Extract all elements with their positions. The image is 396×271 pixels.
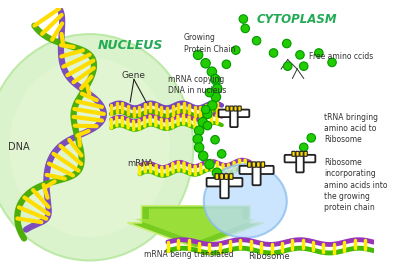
FancyBboxPatch shape — [215, 174, 219, 179]
FancyBboxPatch shape — [296, 154, 304, 172]
FancyBboxPatch shape — [304, 151, 307, 156]
FancyBboxPatch shape — [230, 109, 238, 127]
Circle shape — [198, 118, 208, 127]
Ellipse shape — [0, 34, 193, 260]
FancyBboxPatch shape — [300, 151, 303, 156]
Text: NUCLEUS: NUCLEUS — [97, 39, 163, 52]
Circle shape — [202, 105, 210, 114]
Circle shape — [208, 101, 217, 110]
Circle shape — [222, 60, 230, 69]
FancyBboxPatch shape — [240, 166, 274, 174]
FancyBboxPatch shape — [285, 155, 315, 162]
Circle shape — [241, 24, 249, 33]
Circle shape — [203, 121, 212, 130]
Circle shape — [232, 46, 240, 54]
FancyBboxPatch shape — [220, 174, 224, 179]
Circle shape — [299, 143, 308, 151]
Text: Ribosome
incorporating
amino acids into
the growing
protein chain: Ribosome incorporating amino acids into … — [324, 158, 388, 212]
FancyBboxPatch shape — [261, 162, 265, 167]
Text: mRNA copying
DNA in nucleus: mRNA copying DNA in nucleus — [168, 75, 226, 95]
Circle shape — [314, 49, 323, 57]
Circle shape — [203, 109, 212, 118]
Text: mRNA being translated: mRNA being translated — [144, 250, 234, 259]
Text: CYTOPLASM: CYTOPLASM — [257, 12, 337, 25]
Text: Growing
Protein Chain: Growing Protein Chain — [184, 34, 236, 54]
Ellipse shape — [204, 164, 287, 238]
Circle shape — [212, 168, 222, 178]
Circle shape — [252, 37, 261, 45]
Circle shape — [284, 62, 292, 70]
FancyBboxPatch shape — [225, 174, 228, 179]
Text: Free amino ccids: Free amino ccids — [309, 52, 374, 61]
Circle shape — [328, 58, 336, 67]
Circle shape — [193, 50, 203, 60]
Circle shape — [211, 75, 221, 85]
Circle shape — [194, 126, 204, 136]
Circle shape — [205, 160, 214, 169]
Circle shape — [211, 136, 219, 144]
FancyBboxPatch shape — [238, 106, 241, 111]
FancyBboxPatch shape — [253, 165, 261, 185]
Text: tRNA bringing
amino acid to
Ribosome: tRNA bringing amino acid to Ribosome — [324, 113, 379, 144]
FancyBboxPatch shape — [296, 151, 299, 156]
Circle shape — [205, 88, 214, 97]
FancyBboxPatch shape — [229, 174, 233, 179]
Circle shape — [296, 51, 304, 59]
Circle shape — [217, 150, 226, 158]
Circle shape — [211, 74, 219, 83]
FancyBboxPatch shape — [292, 151, 295, 156]
Ellipse shape — [10, 58, 170, 237]
Circle shape — [193, 134, 202, 144]
Circle shape — [211, 92, 221, 102]
Circle shape — [213, 84, 222, 93]
Circle shape — [299, 62, 308, 70]
Circle shape — [207, 67, 217, 76]
FancyBboxPatch shape — [207, 178, 242, 186]
FancyBboxPatch shape — [219, 109, 249, 117]
Circle shape — [269, 49, 278, 57]
Circle shape — [282, 39, 291, 48]
FancyBboxPatch shape — [220, 177, 229, 198]
Circle shape — [198, 151, 208, 161]
FancyBboxPatch shape — [252, 162, 256, 167]
Text: DNA: DNA — [8, 142, 29, 152]
FancyBboxPatch shape — [257, 162, 260, 167]
FancyBboxPatch shape — [248, 162, 251, 167]
Polygon shape — [128, 206, 264, 248]
Text: mRNA: mRNA — [128, 159, 154, 168]
Circle shape — [201, 59, 210, 68]
FancyBboxPatch shape — [226, 106, 229, 111]
Circle shape — [307, 134, 316, 142]
FancyBboxPatch shape — [234, 106, 237, 111]
Circle shape — [239, 15, 248, 23]
FancyBboxPatch shape — [230, 106, 233, 111]
Circle shape — [194, 143, 204, 152]
Text: Ribosome: Ribosome — [248, 252, 289, 261]
Polygon shape — [135, 209, 257, 242]
Text: Gene: Gene — [122, 71, 146, 80]
